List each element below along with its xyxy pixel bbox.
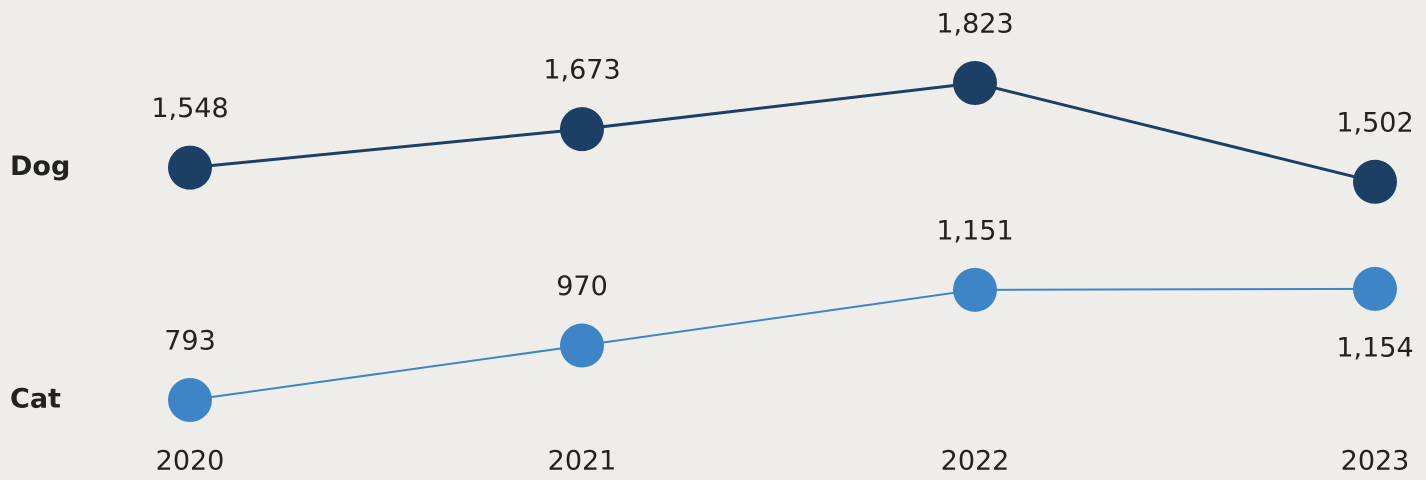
point xyxy=(168,145,212,190)
data-label: 970 xyxy=(556,271,608,302)
data-label: 793 xyxy=(164,326,216,357)
data-label: 1,823 xyxy=(936,9,1013,40)
x-tick-label: 2023 xyxy=(1341,446,1410,477)
series-name: Dog xyxy=(10,151,70,182)
data-label: 1,154 xyxy=(1336,332,1413,363)
series-line xyxy=(189,81,1376,184)
point xyxy=(168,378,212,422)
data-label: 1,502 xyxy=(1336,107,1413,138)
point xyxy=(1353,266,1397,311)
point xyxy=(1353,159,1397,204)
point xyxy=(560,323,604,368)
data-label: 1,673 xyxy=(543,55,620,86)
series-line xyxy=(189,287,1376,401)
data-label: 1,151 xyxy=(936,215,1013,246)
x-tick-label: 2021 xyxy=(548,446,617,477)
data-label: 1,548 xyxy=(151,93,228,124)
x-tick-label: 2020 xyxy=(156,446,225,477)
point xyxy=(560,107,604,152)
x-tick-label: 2022 xyxy=(941,446,1010,477)
point xyxy=(953,61,997,105)
point xyxy=(953,267,997,312)
series-name: Cat xyxy=(10,384,61,415)
